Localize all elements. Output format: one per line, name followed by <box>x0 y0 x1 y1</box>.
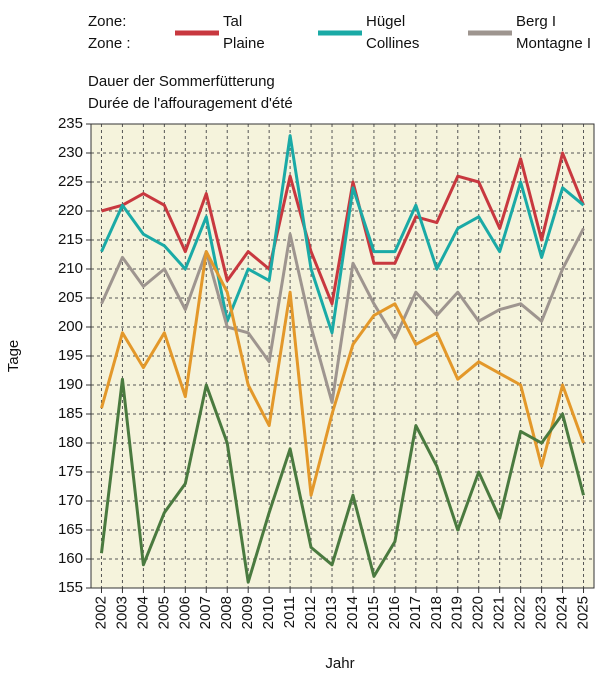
x-tick-label: 2024 <box>554 596 571 629</box>
y-tick-label: 185 <box>58 405 83 422</box>
x-tick-label: 2018 <box>428 596 445 629</box>
x-tick-label: 2015 <box>365 596 382 629</box>
x-tick-label: 2005 <box>155 596 172 629</box>
legend-label: Berg I <box>516 13 556 30</box>
x-tick-label: 2012 <box>302 596 319 629</box>
y-tick-label: 195 <box>58 347 83 364</box>
x-tick-label: 2020 <box>470 596 487 629</box>
x-tick-label: 2017 <box>407 596 424 629</box>
y-tick-label: 155 <box>58 579 83 596</box>
legend-label: Collines <box>366 35 419 52</box>
x-tick-label: 2003 <box>113 596 130 629</box>
x-tick-label: 2004 <box>134 596 151 629</box>
legend-title: Zone : <box>88 35 131 52</box>
plot-frame <box>90 123 595 589</box>
y-tick-label: 235 <box>58 115 83 132</box>
x-tick-label: 2021 <box>491 596 508 629</box>
legend-label: Hügel <box>366 13 405 30</box>
x-tick-label: 2013 <box>323 596 340 629</box>
legend-label: Tal <box>223 13 242 30</box>
legend-title: Zone: <box>88 13 126 30</box>
chart-title: Durée de l'affouragement d'été <box>88 95 293 112</box>
series-line <box>100 227 585 404</box>
y-tick-label: 225 <box>58 173 83 190</box>
x-tick-label: 2007 <box>197 596 214 629</box>
y-tick-label: 215 <box>58 231 83 248</box>
y-tick-label: 165 <box>58 521 83 538</box>
y-tick-label: 210 <box>58 260 83 277</box>
x-tick-label: 2025 <box>574 596 591 629</box>
x-tick-label: 2009 <box>239 596 256 629</box>
series-line <box>100 250 585 497</box>
y-tick-label: 180 <box>58 434 83 451</box>
y-axis-label: Tage <box>5 340 22 373</box>
y-tick-label: 160 <box>58 550 83 567</box>
x-tick-label: 2022 <box>512 596 529 629</box>
legend-label: Montagne I <box>516 35 591 52</box>
y-tick-label: 205 <box>58 289 83 306</box>
x-tick-label: 2016 <box>386 596 403 629</box>
y-tick-label: 220 <box>58 202 83 219</box>
x-tick-label: 2010 <box>260 596 277 629</box>
series-line <box>100 134 585 335</box>
x-tick-label: 2011 <box>281 596 298 628</box>
y-tick-label: 170 <box>58 492 83 509</box>
legend-label: Plaine <box>223 35 265 52</box>
y-tick-label: 175 <box>58 463 83 480</box>
x-tick-label: 2006 <box>176 596 193 629</box>
x-tick-label: 2014 <box>344 596 361 629</box>
series-line <box>101 151 585 306</box>
x-tick-label: 2019 <box>449 596 466 629</box>
x-tick-label: 2023 <box>533 596 550 629</box>
x-tick-label: 2008 <box>218 596 235 629</box>
x-tick-label: 2002 <box>92 596 109 629</box>
y-tick-label: 230 <box>58 144 83 161</box>
plot-area <box>91 124 594 588</box>
y-tick-label: 190 <box>58 376 83 393</box>
chart-title: Dauer der Sommerfütterung <box>88 73 275 90</box>
x-axis-label: Jahr <box>325 655 354 672</box>
series-line <box>99 377 585 584</box>
y-tick-label: 200 <box>58 318 83 335</box>
